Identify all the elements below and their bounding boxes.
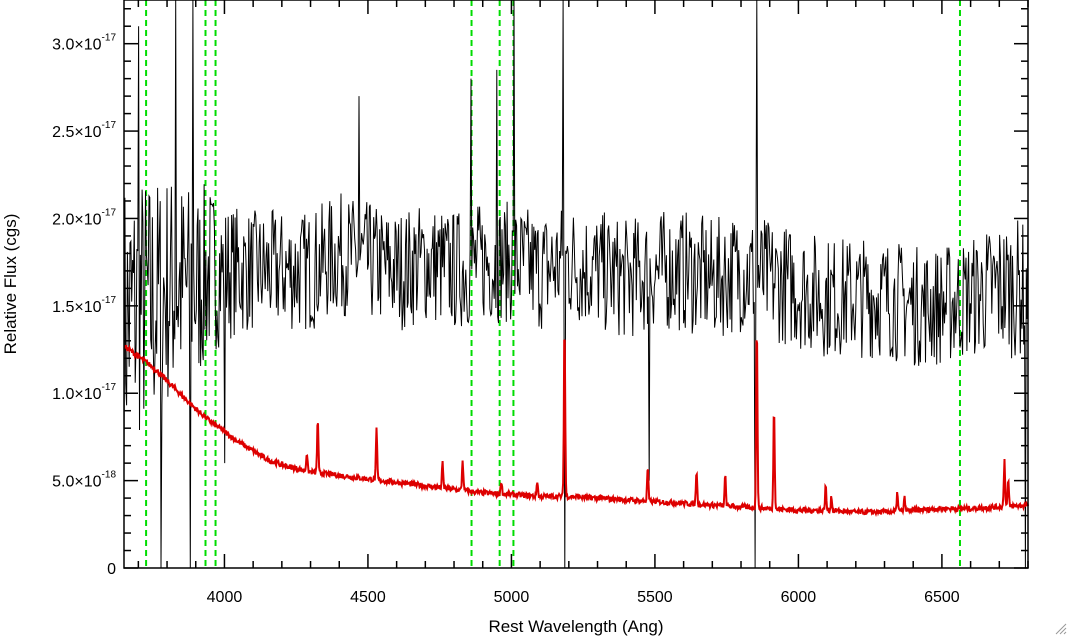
y-tick-label: 1.0×10-17 <box>52 382 116 403</box>
y-tick-mantissa: 2.5×10 <box>52 124 101 141</box>
y-tick-label: 1.5×10-17 <box>52 295 116 316</box>
y-tick-mantissa: 1.0×10 <box>52 386 101 403</box>
x-tick-label: 4000 <box>207 589 243 606</box>
y-tick-label: 2.5×10-17 <box>52 120 116 141</box>
x-tick-label: 5000 <box>494 589 530 606</box>
y-tick-label: 0 <box>107 561 116 578</box>
y-tick-exponent: -17 <box>102 207 117 218</box>
y-axis-title: Relative Flux (cgs) <box>1 214 20 355</box>
resize-grip-icon[interactable] <box>1055 623 1067 635</box>
y-tick-mantissa: 3.0×10 <box>52 37 101 54</box>
x-tick-label: 5500 <box>637 589 673 606</box>
y-tick-mantissa: 1.5×10 <box>52 299 101 316</box>
y-tick-exponent: -17 <box>102 295 117 306</box>
axis-ticks <box>124 0 1029 569</box>
y-tick-mantissa: 2.0×10 <box>52 211 101 228</box>
y-tick-exponent: -17 <box>102 120 117 131</box>
series-model-spectrum <box>123 339 1029 517</box>
series-layer <box>123 0 1029 569</box>
y-tick-exponent: -18 <box>102 470 117 481</box>
series-observed-spectrum <box>123 0 1029 569</box>
x-tick-label: 4500 <box>350 589 386 606</box>
x-tick-label: 6000 <box>781 589 817 606</box>
x-tick-label: 6500 <box>924 589 960 606</box>
y-tick-exponent: -17 <box>102 33 117 44</box>
y-tick-mantissa: 0 <box>107 561 116 578</box>
y-tick-exponent: -17 <box>102 382 117 393</box>
plot-frame <box>123 0 1029 569</box>
tick-labels: 4000 4500 5000 5500 6000 6500 0 5.0×10-18 1.0×10… <box>52 33 960 606</box>
y-tick-label: 2.0×10-17 <box>52 207 116 228</box>
y-tick-label: 3.0×10-17 <box>52 33 116 54</box>
x-axis-title: Rest Wavelength (Ang) <box>488 617 663 636</box>
y-tick-mantissa: 5.0×10 <box>52 474 101 491</box>
y-tick-label: 5.0×10-18 <box>52 470 116 491</box>
